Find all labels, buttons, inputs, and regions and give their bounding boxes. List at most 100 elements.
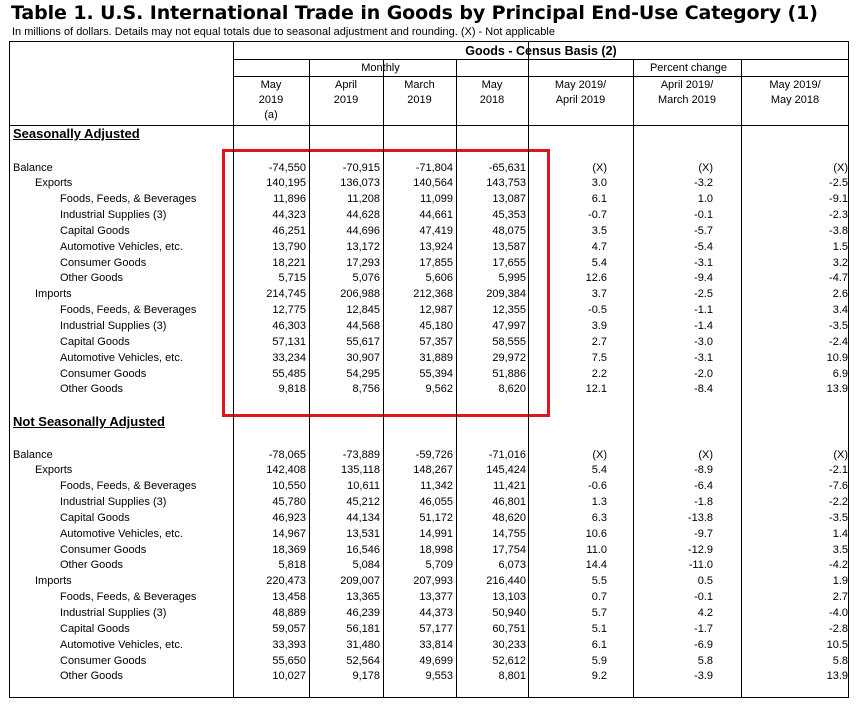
cell-value: 55,485: [272, 367, 306, 380]
rule-under-group-header: [233, 59, 849, 60]
cell-value: -8.4: [694, 383, 713, 396]
cell-value: 13,365: [346, 591, 380, 604]
rule-under-percent-change: [528, 76, 849, 77]
table-row: Exports 142,408 135,118 148,267 145,424 5.4 -8…: [0, 463, 868, 479]
cell-value: -78,065: [268, 448, 306, 461]
cell-value: 220,473: [266, 575, 306, 588]
cell-value: 30,233: [492, 638, 526, 651]
row-label: Automotive Vehicles, etc.: [60, 638, 183, 651]
cell-value: 5.4: [591, 464, 607, 477]
table-frame: [9, 41, 849, 698]
cell-value: 31,480: [346, 638, 380, 651]
cell-value: (X): [698, 448, 713, 461]
cell-value: 6.1: [591, 638, 607, 651]
cell-value: 6,073: [498, 559, 526, 572]
cell-value: -2.8: [829, 622, 848, 635]
cell-value: 12.6: [585, 272, 607, 285]
cell-value: 33,393: [272, 638, 306, 651]
cell-value: 44,373: [419, 607, 453, 619]
table-row: Capital Goods 46,251 44,696 47,419 48,075 3.5…: [0, 224, 868, 240]
cell-value: 50,940: [492, 607, 526, 619]
table-row: Other Goods 9,818 8,756 9,562 8,620 12.1 -8.4 1…: [0, 382, 868, 398]
row-label: Foods, Feeds, & Beverages: [60, 304, 197, 317]
cell-value: 10,027: [272, 670, 306, 683]
cell-value: 44,568: [346, 320, 380, 332]
table-row: Consumer Goods 18,221 17,293 17,855 17,655 5.…: [0, 256, 868, 272]
table-row: Consumer Goods 55,485 54,295 55,394 51,886 2.…: [0, 367, 868, 383]
cell-value: 5,709: [425, 559, 453, 572]
table-row: Industrial Supplies (3) 48,889 46,239 44,37…: [0, 606, 868, 622]
cell-value: -7.6: [829, 480, 848, 493]
cell-value: 9.2: [591, 670, 607, 683]
cell-value: -1.4: [694, 320, 713, 332]
cell-value: 13.9: [826, 383, 848, 396]
column-header-line: 2018: [479, 94, 505, 106]
goods-census-header: Goods - Census Basis (2): [465, 44, 617, 58]
cell-value: 3.0: [591, 177, 607, 190]
cell-value: 18,369: [272, 543, 306, 556]
cell-value: 10.6: [585, 527, 607, 540]
row-label: Automotive Vehicles, etc.: [60, 240, 183, 253]
row-label: Other Goods: [60, 559, 123, 572]
table-row: Other Goods 5,715 5,076 5,606 5,995 12.6 -9.4 -…: [0, 271, 868, 287]
cell-value: 0.5: [697, 575, 713, 588]
cell-value: 46,251: [272, 224, 306, 237]
cell-value: 45,780: [272, 496, 306, 509]
cell-value: 2.2: [591, 367, 607, 380]
cell-value: 9,562: [425, 383, 453, 396]
cell-value: 9,818: [278, 383, 306, 396]
cell-value: 3.5: [591, 224, 607, 237]
cell-value: 2.7: [832, 591, 848, 604]
cell-value: 13,587: [492, 240, 526, 253]
cell-value: 209,384: [486, 288, 526, 301]
cell-value: 55,650: [272, 654, 306, 667]
cell-value: 6.3: [591, 511, 607, 524]
cell-value: 3.5: [832, 543, 848, 556]
cell-value: (X): [833, 448, 848, 461]
row-label: Exports: [35, 464, 73, 477]
cell-value: 33,234: [272, 351, 306, 364]
cell-value: 5,715: [278, 272, 306, 285]
column-header: May 2018: [456, 78, 528, 108]
cell-value: 16,546: [346, 543, 380, 556]
cell-value: (X): [833, 161, 848, 174]
cell-value: 44,323: [272, 209, 306, 222]
row-label: Industrial Supplies (3): [60, 209, 167, 222]
row-label: Foods, Feeds, & Beverages: [60, 591, 197, 604]
cell-value: 6.1: [591, 193, 607, 206]
cell-value: -8.9: [694, 464, 713, 477]
cell-value: -5.7: [694, 224, 713, 237]
cell-value: 145,424: [486, 464, 526, 477]
cell-value: -4.0: [829, 607, 848, 619]
cell-value: 12,775: [272, 304, 306, 317]
column-header-line: May 2019/: [554, 79, 607, 91]
column-header-line: May 2018: [770, 94, 820, 106]
cell-value: 56,181: [346, 622, 380, 635]
row-label: Imports: [35, 288, 72, 301]
table-row: Automotive Vehicles, etc. 14,967 13,531 14,…: [0, 527, 868, 543]
cell-value: 5.7: [591, 607, 607, 619]
monthly-header: Monthly: [361, 62, 400, 74]
column-divider: [741, 60, 742, 698]
cell-value: 3.2: [832, 256, 848, 269]
cell-value: 10.9: [826, 351, 848, 364]
table-row: Imports 214,745 206,988 212,368 209,384 3.7 -2…: [0, 287, 868, 303]
cell-value: -0.5: [588, 304, 607, 317]
table-row: Foods, Feeds, & Beverages 13,458 13,365 13,…: [0, 590, 868, 606]
row-label: Other Goods: [60, 670, 123, 683]
column-header-line: May 2019/: [769, 79, 821, 91]
cell-value: 54,295: [346, 367, 380, 380]
cell-value: 13,531: [346, 527, 380, 540]
column-header-line: April 2019: [555, 94, 606, 106]
cell-value: 9,178: [352, 670, 380, 683]
cell-value: 5,818: [278, 559, 306, 572]
cell-value: 57,357: [419, 335, 453, 348]
cell-value: 11,421: [493, 480, 526, 493]
cell-value: 48,620: [492, 511, 526, 524]
cell-value: 17,655: [492, 256, 526, 269]
cell-value: -65,631: [488, 161, 526, 174]
cell-value: 46,801: [492, 496, 526, 509]
cell-value: -59,726: [415, 448, 453, 461]
column-divider: [633, 60, 634, 698]
cell-value: -2.5: [694, 288, 713, 301]
